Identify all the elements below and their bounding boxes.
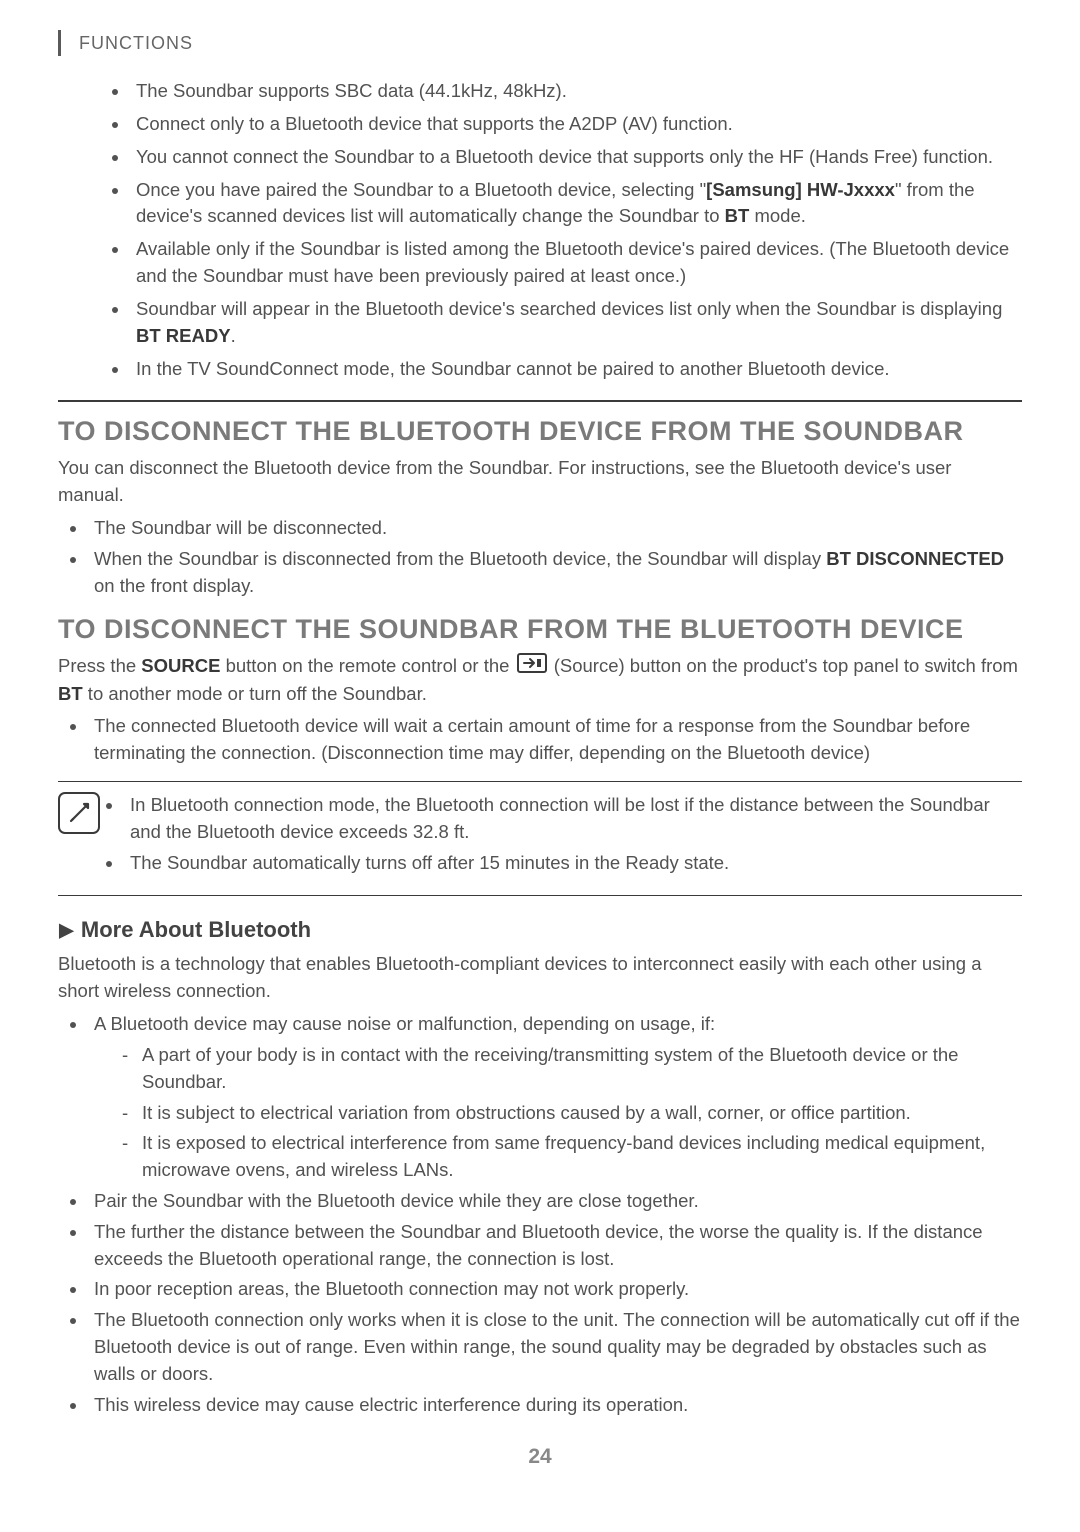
section2-bullets: The connected Bluetooth device will wait… [88, 713, 1022, 767]
intro-bullet-list: The Soundbar supports SBC data (44.1kHz,… [130, 78, 1022, 382]
section-title-disconnect-device: TO DISCONNECT THE BLUETOOTH DEVICE FROM … [58, 412, 1022, 451]
triangle-icon: ▶ [59, 916, 73, 943]
list-item: Once you have paired the Soundbar to a B… [130, 177, 1022, 231]
list-item: In the TV SoundConnect mode, the Soundba… [130, 356, 1022, 383]
section-title-disconnect-soundbar: TO DISCONNECT THE SOUNDBAR FROM THE BLUE… [58, 610, 1022, 649]
dash-sublist: A part of your body is in contact with t… [122, 1042, 1022, 1184]
list-item: A part of your body is in contact with t… [122, 1042, 1022, 1096]
divider [58, 781, 1022, 782]
page-header: FUNCTIONS [58, 30, 1022, 56]
list-item: Pair the Soundbar with the Bluetooth dev… [88, 1188, 1022, 1215]
list-item: The connected Bluetooth device will wait… [88, 713, 1022, 767]
list-item: In Bluetooth connection mode, the Blueto… [124, 792, 1022, 846]
note-icon [58, 792, 100, 834]
list-item: Available only if the Soundbar is listed… [130, 236, 1022, 290]
more-about-bluetooth-heading: ▶More About Bluetooth [58, 914, 1022, 946]
note-block: In Bluetooth connection mode, the Blueto… [58, 792, 1022, 880]
page-number: 24 [58, 1442, 1022, 1472]
section-intro: You can disconnect the Bluetooth device … [58, 455, 1022, 509]
section1-bullets: The Soundbar will be disconnected. When … [88, 515, 1022, 599]
list-item: You cannot connect the Soundbar to a Blu… [130, 144, 1022, 171]
more-intro: Bluetooth is a technology that enables B… [58, 951, 1022, 1005]
list-item: The Soundbar will be disconnected. [88, 515, 1022, 542]
list-item: It is subject to electrical variation fr… [122, 1100, 1022, 1127]
list-item: Soundbar will appear in the Bluetooth de… [130, 296, 1022, 350]
divider [58, 895, 1022, 896]
list-item: This wireless device may cause electric … [88, 1392, 1022, 1419]
list-item: The Bluetooth connection only works when… [88, 1307, 1022, 1387]
list-item: The Soundbar automatically turns off aft… [124, 850, 1022, 877]
list-item: The further the distance between the Sou… [88, 1219, 1022, 1273]
list-item: A Bluetooth device may cause noise or ma… [88, 1011, 1022, 1184]
more-bullets: A Bluetooth device may cause noise or ma… [88, 1011, 1022, 1418]
list-item: It is exposed to electrical interference… [122, 1130, 1022, 1184]
list-item: In poor reception areas, the Bluetooth c… [88, 1276, 1022, 1303]
list-item: When the Soundbar is disconnected from t… [88, 546, 1022, 600]
page-header-label: FUNCTIONS [79, 33, 193, 53]
note-list: In Bluetooth connection mode, the Blueto… [124, 792, 1022, 880]
divider [58, 400, 1022, 402]
source-icon [517, 653, 547, 681]
list-item: Connect only to a Bluetooth device that … [130, 111, 1022, 138]
list-item: The Soundbar supports SBC data (44.1kHz,… [130, 78, 1022, 105]
section2-intro: Press the SOURCE button on the remote co… [58, 653, 1022, 708]
